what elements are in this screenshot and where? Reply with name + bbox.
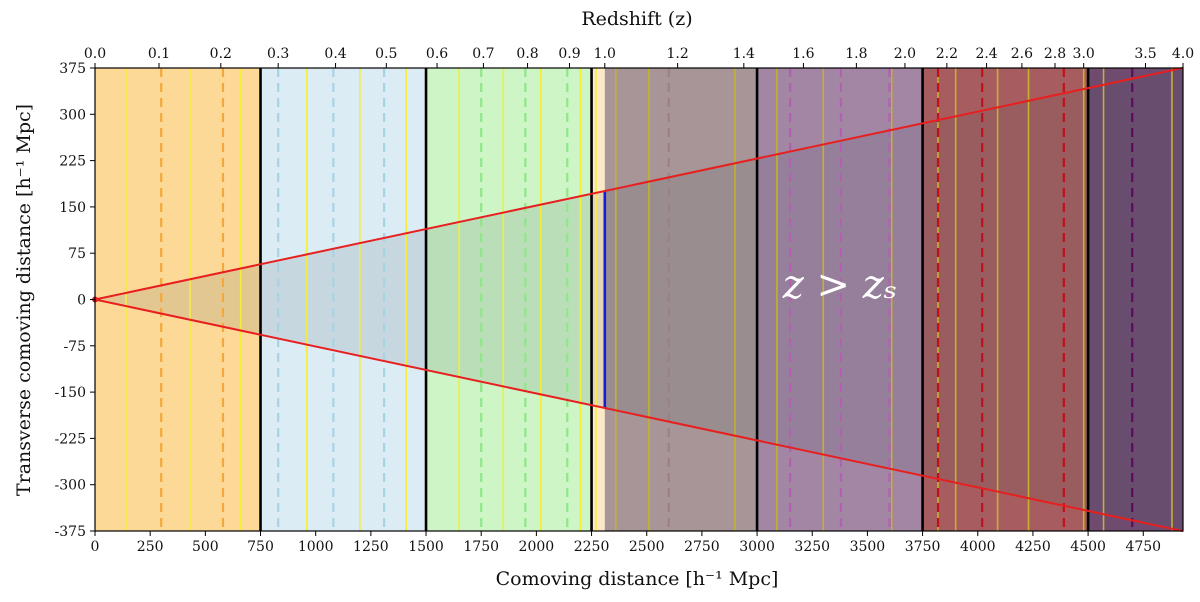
x2-tick-label-22: 4.0 (1172, 46, 1194, 62)
y-tick-label-2: 225 (59, 154, 86, 170)
x-tick-label-9: 2250 (574, 539, 610, 555)
y-tick-label-7: -150 (55, 385, 86, 401)
lightcone-fill (95, 67, 1183, 532)
y-tick-label-10: -375 (55, 524, 86, 540)
lightcone-interior (95, 67, 1183, 532)
y-tick-label-4: 75 (68, 246, 86, 262)
x-tick-label-17: 4250 (1015, 539, 1051, 555)
x2-tick-label-0: 0.0 (84, 46, 106, 62)
x-tick-label-3: 750 (247, 539, 274, 555)
x2-tick-label-21: 3.5 (1134, 46, 1156, 62)
x-tick-label-5: 1250 (353, 539, 389, 555)
x-tick-label-18: 4500 (1070, 539, 1106, 555)
x2-tick-label-13: 1.6 (792, 46, 814, 62)
x-tick-label-7: 1750 (463, 539, 499, 555)
x2-tick-label-12: 1.4 (733, 46, 755, 62)
x2-tick-label-8: 0.8 (516, 46, 538, 62)
x-tick-label-16: 4000 (960, 539, 996, 555)
x-tick-label-12: 3000 (739, 539, 775, 555)
x2-tick-label-1: 0.1 (148, 46, 170, 62)
x2-tick-label-16: 2.2 (936, 46, 958, 62)
x-tick-label-10: 2500 (629, 539, 665, 555)
dashed-plane-lines (160, 68, 1134, 531)
x2-tick-label-11: 1.2 (666, 46, 688, 62)
y-tick-label-9: -300 (55, 478, 86, 494)
redshift-shells (95, 68, 1183, 531)
shell-4 (604, 68, 758, 531)
x-axis-title: Comoving distance [h⁻¹ Mpc] (496, 568, 779, 590)
x-tick-label-6: 1500 (408, 539, 444, 555)
y-tick-label-8: -225 (55, 431, 86, 447)
x-tick-label-0: 0 (91, 539, 100, 555)
x-tick-label-2: 500 (192, 539, 219, 555)
x-tick-label-14: 3500 (850, 539, 886, 555)
x-tick-label-1: 250 (137, 539, 164, 555)
x2-tick-label-6: 0.6 (426, 46, 448, 62)
y-tick-label-0: 375 (59, 61, 86, 77)
x-tick-label-19: 4750 (1125, 539, 1161, 555)
shell-3b (591, 68, 605, 531)
lightcone-edges (92, 66, 1184, 533)
shell-3 (426, 68, 592, 531)
lightcone-lower-edge (94, 298, 1184, 533)
x2-tick-label-5: 0.5 (375, 46, 397, 62)
x2-tick-label-10: 1.0 (594, 46, 616, 62)
x-tick-label-8: 2000 (519, 539, 555, 555)
x-tick-label-4: 1000 (298, 539, 334, 555)
x2-tick-label-9: 0.9 (558, 46, 580, 62)
shell-2 (260, 68, 427, 531)
annotation-source-redshift: z > zₛ (782, 262, 898, 308)
y-axis-title: Transverse comoving distance [h⁻¹ Mpc] (13, 104, 35, 496)
x2-tick-label-2: 0.2 (210, 46, 232, 62)
y-tick-label-6: -75 (63, 339, 86, 355)
shell-6 (922, 68, 1089, 531)
x2-tick-label-18: 2.6 (1011, 46, 1033, 62)
x-tick-label-11: 2750 (684, 539, 720, 555)
y-tick-label-3: 150 (59, 200, 86, 216)
y-tick-label-5: 0 (77, 293, 86, 309)
x-tick-label-15: 3750 (905, 539, 941, 555)
shell-boundaries (259, 68, 1090, 531)
x2-tick-label-17: 2.4 (975, 46, 997, 62)
x2-tick-label-20: 3.0 (1073, 46, 1095, 62)
x2-tick-label-19: 2.8 (1044, 46, 1066, 62)
shell-1 (95, 68, 261, 531)
lightcone-upper-edge (94, 66, 1184, 301)
axis-ticks: 0 250 500 750 1000 1250 1500 1750 2000 2250 2500 27… (55, 46, 1195, 555)
y-tick-label-1: 300 (59, 107, 86, 123)
x2-tick-label-14: 1.8 (845, 46, 867, 62)
shell-5 (757, 68, 923, 531)
x-tick-label-13: 3250 (794, 539, 830, 555)
x2-tick-label-4: 0.4 (324, 46, 346, 62)
x2-tick-label-7: 0.7 (472, 46, 494, 62)
x2-axis-title: Redshift (z) (581, 8, 692, 30)
x2-tick-label-3: 0.3 (267, 46, 289, 62)
x2-tick-label-15: 2.0 (894, 46, 916, 62)
